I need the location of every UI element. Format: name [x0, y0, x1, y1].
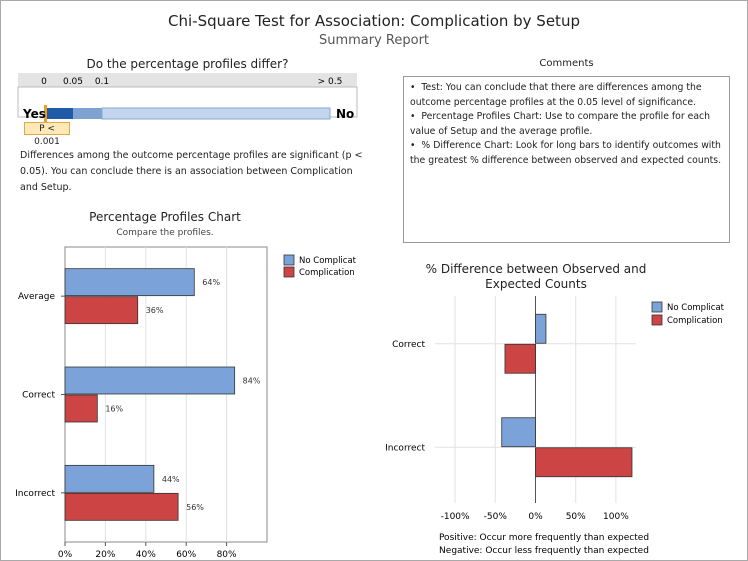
category-label: Incorrect [15, 489, 55, 499]
scale-tick-label-0: 0 [41, 77, 47, 87]
percentage-profiles-chart: 0% 20% 40% 60% 80% Average 64% 36% Correct 84% 16%… [15, 246, 357, 560]
difference-chart-title-line: % Difference between Observed and [425, 262, 647, 276]
legend-label: No Complicat [667, 303, 725, 313]
bar [64, 394, 98, 423]
significance-conclusion: Differences among the outcome percentage… [20, 150, 363, 193]
difference-chart-title-line: Expected Counts [485, 277, 587, 291]
x-tick-label: 0% [58, 550, 73, 560]
legend-swatch [651, 314, 663, 326]
x-tick-label: 100% [603, 512, 629, 522]
data-label: 16% [105, 405, 123, 414]
legend-swatch [283, 254, 295, 266]
significance-scale: 0 0.05 0.1 > 0.5 Yes No [17, 73, 358, 122]
legend-label: No Complicat [299, 256, 357, 266]
bar [504, 343, 536, 374]
p-value-marker [44, 105, 47, 122]
chart-note: Positive: Occur more frequently than exp… [439, 533, 649, 543]
plot-area [64, 246, 268, 543]
bar [64, 296, 139, 325]
scale-segment-borderline [73, 108, 102, 119]
category-label: Correct [392, 340, 425, 350]
comment-item: • Test: You can conclude that there are … [410, 82, 702, 108]
comment-item: • Percentage Profiles Chart: Use to comp… [410, 111, 711, 137]
bar [64, 464, 155, 493]
bar [535, 313, 547, 344]
difference-chart-title: % Difference between Observed and Expect… [395, 262, 677, 292]
legend-swatch [283, 266, 295, 278]
profiles-chart-subtitle: Compare the profiles. [116, 228, 214, 238]
x-tick-label: 0% [528, 512, 543, 522]
data-label: 84% [243, 377, 261, 386]
chart-note: Negative: Occur less frequently than exp… [439, 546, 649, 556]
legend-label: Complication [299, 268, 355, 278]
x-tick-label: -100% [441, 512, 470, 522]
scale-tick-label-01: 0.1 [95, 77, 109, 87]
bar [64, 366, 236, 395]
yes-label: Yes [22, 107, 46, 121]
legend-label: Complication [667, 316, 723, 326]
legend-swatch [651, 301, 663, 313]
bar [64, 268, 195, 297]
scale-segment-significant [44, 108, 73, 119]
report-subtitle: Summary Report [318, 33, 430, 48]
scale-tick-label-05: > 0.5 [318, 77, 343, 87]
category-label: Incorrect [385, 443, 425, 453]
x-tick-label: 60% [176, 550, 196, 560]
comment-item: • % Difference Chart: Look for long bars… [410, 140, 722, 166]
bar [64, 492, 179, 521]
percent-difference-chart: -100% -50% 0% 50% 100% Correct Incorrect No Com… [385, 296, 725, 556]
bar [535, 447, 633, 478]
comments-box: • Test: You can conclude that there are … [403, 76, 730, 243]
profiles-chart-title: Percentage Profiles Chart [89, 210, 241, 224]
p-value-badge: P < 0.001 [24, 122, 70, 147]
comments-title: Comments [539, 58, 594, 69]
category-label: Average [18, 292, 55, 302]
data-label: 44% [162, 475, 180, 484]
significance-question: Do the percentage profiles differ? [86, 57, 289, 71]
x-tick-label: 50% [566, 512, 586, 522]
data-label: 36% [146, 306, 164, 315]
scale-tick-label-005: 0.05 [63, 77, 83, 87]
data-label: 64% [202, 278, 220, 287]
x-tick-label: 80% [217, 550, 237, 560]
category-label: Correct [22, 391, 55, 401]
x-tick-label: 40% [136, 550, 156, 560]
x-tick-label: 20% [95, 550, 115, 560]
report-title: Chi-Square Test for Association: Complic… [168, 12, 580, 30]
scale-segment-not-significant [101, 107, 331, 120]
bar [501, 417, 536, 448]
data-label: 56% [186, 503, 204, 512]
scale-header-band [18, 73, 357, 87]
no-label: No [336, 107, 354, 121]
x-tick-label: -50% [484, 512, 508, 522]
